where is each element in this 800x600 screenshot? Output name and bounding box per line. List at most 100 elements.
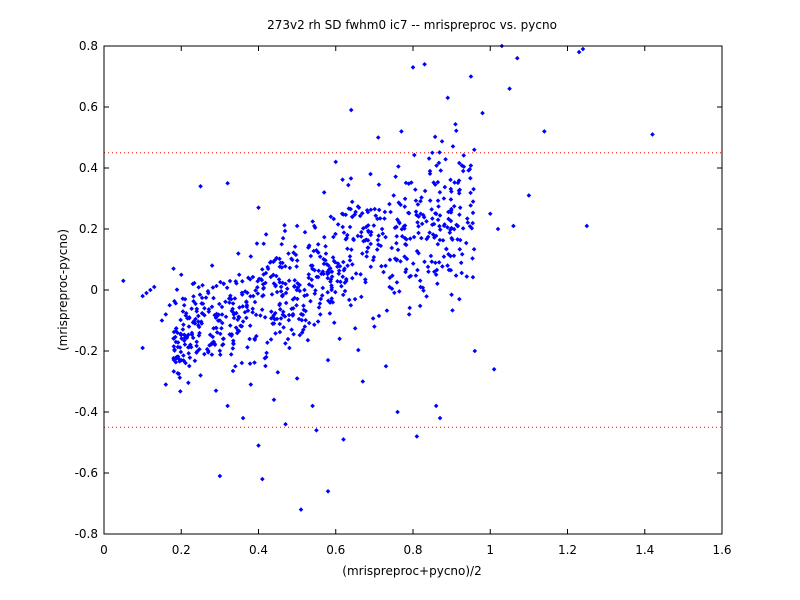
data-point [468, 74, 474, 79]
data-point [182, 342, 188, 347]
data-point [410, 65, 416, 70]
data-point [311, 322, 317, 328]
data-point [336, 271, 342, 276]
data-point [429, 222, 435, 228]
data-point [432, 235, 437, 240]
data-point [457, 296, 462, 302]
data-point [327, 311, 333, 316]
data-point [389, 286, 395, 292]
data-point [181, 358, 186, 363]
data-point [444, 246, 449, 252]
data-point [455, 237, 460, 242]
data-point [470, 274, 476, 280]
data-point [227, 323, 233, 328]
data-point [397, 220, 402, 226]
data-point [171, 344, 177, 349]
data-point [339, 283, 344, 289]
data-point [348, 176, 354, 181]
data-point [439, 139, 445, 144]
data-point [312, 225, 318, 230]
data-point [514, 55, 520, 61]
data-point [196, 323, 201, 328]
data-point [419, 235, 424, 241]
data-point [471, 147, 477, 153]
data-point [174, 356, 179, 361]
data-point [340, 292, 346, 298]
data-point [414, 434, 420, 439]
data-point [426, 156, 432, 161]
data-point [209, 352, 215, 357]
data-point [253, 312, 259, 318]
data-point [302, 324, 308, 329]
data-point [236, 251, 241, 256]
data-point [292, 283, 297, 289]
data-point [202, 351, 207, 357]
data-point [448, 218, 454, 224]
data-point [353, 209, 358, 215]
data-point [245, 345, 250, 350]
data-point [313, 288, 318, 293]
data-point [181, 353, 186, 358]
data-point [196, 319, 201, 324]
data-point [163, 382, 169, 387]
data-point [450, 237, 455, 242]
data-point [355, 204, 361, 209]
data-point [268, 259, 274, 265]
data-point [206, 309, 212, 314]
data-point [429, 259, 435, 264]
data-point [435, 179, 441, 185]
data-point [408, 273, 414, 279]
data-point [261, 286, 266, 291]
data-point [318, 312, 323, 317]
data-point [250, 310, 255, 315]
data-point [265, 340, 270, 345]
data-point [453, 121, 458, 127]
data-point [430, 150, 435, 156]
data-point [469, 225, 475, 231]
data-point [270, 321, 275, 326]
data-point [198, 373, 203, 378]
data-point [202, 312, 207, 318]
data-point [434, 267, 440, 273]
data-point [230, 306, 235, 312]
y-tick-label: 0.2 [79, 222, 98, 236]
data-point [196, 333, 202, 338]
data-point [297, 282, 302, 288]
data-point [194, 309, 200, 314]
data-point [174, 287, 180, 292]
data-point [370, 316, 376, 321]
data-point [437, 237, 443, 243]
data-point [468, 175, 473, 181]
data-point [387, 284, 392, 290]
data-point [333, 231, 338, 237]
data-point [339, 211, 345, 217]
data-point [329, 296, 335, 301]
data-point [263, 363, 268, 369]
data-point [230, 301, 236, 306]
data-point [291, 331, 296, 337]
data-point [449, 292, 454, 298]
data-point [177, 345, 183, 350]
data-point [427, 171, 433, 177]
data-point [175, 330, 180, 335]
data-point [348, 303, 354, 308]
data-point [395, 247, 401, 253]
data-point [178, 317, 183, 323]
data-point [341, 268, 347, 273]
data-point [323, 251, 329, 256]
data-point [434, 163, 439, 168]
data-point [422, 259, 427, 265]
data-point [309, 283, 315, 289]
data-point [173, 334, 178, 340]
data-point [286, 251, 291, 256]
data-point [406, 181, 412, 186]
data-point [261, 293, 266, 298]
data-point [235, 327, 241, 333]
data-point [331, 258, 337, 264]
x-tick-label: 0.2 [172, 543, 191, 557]
data-point [318, 296, 324, 302]
data-point [407, 305, 413, 311]
data-point [309, 277, 314, 282]
data-point [280, 312, 286, 318]
data-point [213, 325, 219, 331]
